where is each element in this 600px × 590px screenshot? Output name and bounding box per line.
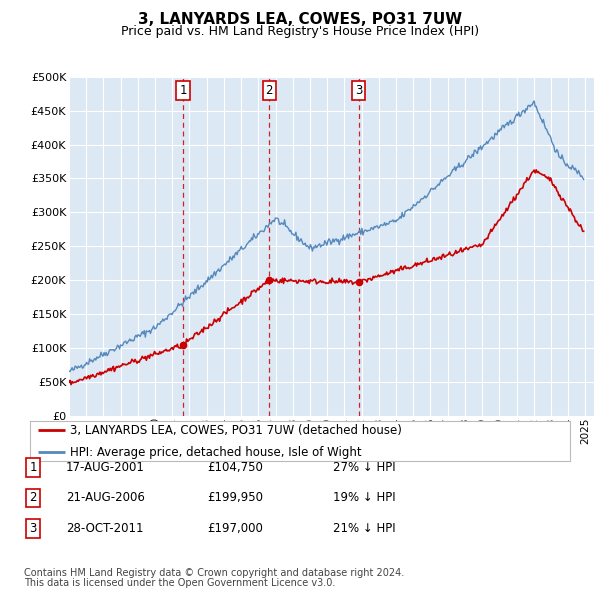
Text: 3: 3 bbox=[29, 522, 37, 535]
Text: This data is licensed under the Open Government Licence v3.0.: This data is licensed under the Open Gov… bbox=[24, 578, 335, 588]
Text: Price paid vs. HM Land Registry's House Price Index (HPI): Price paid vs. HM Land Registry's House … bbox=[121, 25, 479, 38]
Text: 19% ↓ HPI: 19% ↓ HPI bbox=[333, 491, 395, 504]
Text: £197,000: £197,000 bbox=[207, 522, 263, 535]
Text: 3: 3 bbox=[355, 84, 362, 97]
Text: 27% ↓ HPI: 27% ↓ HPI bbox=[333, 461, 395, 474]
Text: 1: 1 bbox=[179, 84, 187, 97]
Text: £104,750: £104,750 bbox=[207, 461, 263, 474]
Text: 21-AUG-2006: 21-AUG-2006 bbox=[66, 491, 145, 504]
Text: Contains HM Land Registry data © Crown copyright and database right 2024.: Contains HM Land Registry data © Crown c… bbox=[24, 568, 404, 578]
Text: HPI: Average price, detached house, Isle of Wight: HPI: Average price, detached house, Isle… bbox=[71, 445, 362, 458]
Text: 1: 1 bbox=[29, 461, 37, 474]
Text: 28-OCT-2011: 28-OCT-2011 bbox=[66, 522, 143, 535]
Text: 2: 2 bbox=[29, 491, 37, 504]
Text: 17-AUG-2001: 17-AUG-2001 bbox=[66, 461, 145, 474]
Text: £199,950: £199,950 bbox=[207, 491, 263, 504]
Text: 3, LANYARDS LEA, COWES, PO31 7UW (detached house): 3, LANYARDS LEA, COWES, PO31 7UW (detach… bbox=[71, 424, 403, 437]
Text: 2: 2 bbox=[266, 84, 273, 97]
Text: 3, LANYARDS LEA, COWES, PO31 7UW: 3, LANYARDS LEA, COWES, PO31 7UW bbox=[138, 12, 462, 27]
Text: 21% ↓ HPI: 21% ↓ HPI bbox=[333, 522, 395, 535]
